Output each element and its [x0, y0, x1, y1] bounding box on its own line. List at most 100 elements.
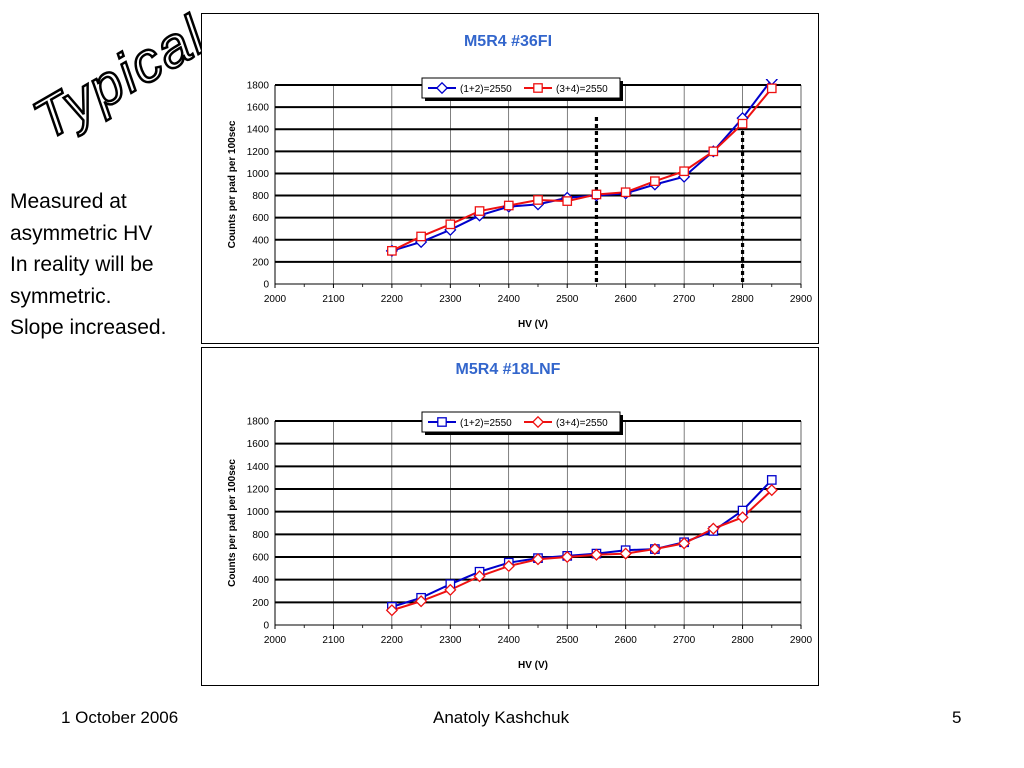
note-line: asymmetric HV: [10, 221, 153, 245]
y-axis-label: Counts per pad per 100sec: [227, 120, 238, 248]
data-point: [474, 206, 485, 216]
data-point: [503, 200, 514, 211]
chart-panel-2: M5R4 #18LNF 0 200 400 600 800 1000 1200 1400 1600…: [201, 347, 819, 686]
x-tick-label: 2100: [322, 294, 345, 305]
x-tick-label: 2400: [498, 635, 521, 646]
y-axis-label: Counts per pad per 100sec: [227, 459, 238, 587]
x-tick-label: 2000: [264, 294, 287, 305]
x-tick-label: 2000: [264, 635, 287, 646]
chart-2: M5R4 #18LNF 0 200 400 600 800 1000 1200 1400 1600…: [227, 361, 813, 671]
data-point: [445, 219, 456, 230]
legend-marker: [533, 83, 543, 93]
x-tick-label: 2700: [673, 294, 696, 305]
x-tick-label: 2800: [731, 294, 754, 305]
y-tick-label: 0: [263, 621, 269, 632]
chart-title: M5R4 #36FI: [464, 33, 552, 50]
legend-marker: [437, 417, 447, 427]
data-point: [444, 583, 457, 596]
x-tick-label: 2300: [439, 294, 462, 305]
note-line: Measured at: [10, 190, 127, 213]
x-axis-label: HV (V): [518, 660, 548, 671]
x-tick-label: 2500: [556, 635, 579, 646]
y-tick-label: 1400: [247, 125, 270, 136]
x-tick-label: 2900: [790, 635, 813, 646]
data-point: [765, 484, 778, 497]
y-tick-label: 0: [263, 280, 269, 291]
y-tick-label: 600: [252, 213, 269, 224]
x-axis-label: HV (V): [518, 319, 548, 330]
y-tick-label: 1800: [247, 81, 270, 92]
data-point: [708, 146, 719, 157]
y-tick-label: 1200: [247, 147, 270, 158]
x-tick-label: 2700: [673, 635, 696, 646]
x-tick-label: 2800: [731, 635, 754, 646]
y-tick-label: 800: [252, 530, 269, 541]
data-point: [707, 522, 720, 535]
y-tick-label: 1200: [247, 485, 270, 496]
page-number: 5: [952, 708, 962, 727]
y-tick-label: 1800: [247, 417, 270, 428]
data-point: [416, 231, 426, 242]
legend-label: (3+4)=2550: [556, 418, 608, 429]
data-point: [533, 195, 543, 205]
data-point: [648, 542, 662, 556]
data-point: [590, 548, 603, 561]
legend-marker: [531, 415, 545, 429]
x-tick-label: 2300: [439, 635, 462, 646]
data-point: [736, 511, 749, 524]
note-line: Slope increased.: [10, 316, 167, 339]
data-point: [677, 537, 691, 550]
y-tick-label: 400: [252, 575, 269, 586]
data-point: [679, 166, 689, 177]
data-point: [385, 604, 399, 617]
series-line: [391, 479, 773, 608]
x-tick-label: 2200: [381, 294, 404, 305]
x-tick-label: 2100: [322, 635, 345, 646]
y-tick-label: 600: [252, 553, 269, 564]
data-point: [766, 475, 777, 485]
series-line: [391, 87, 773, 252]
data-point: [620, 187, 631, 198]
x-tick-label: 2900: [790, 294, 813, 305]
y-tick-label: 800: [252, 191, 269, 202]
x-tick-label: 2600: [615, 635, 638, 646]
series-line: [391, 489, 773, 612]
slide-title: Typical: [21, 2, 217, 153]
legend-box: [421, 77, 621, 99]
note-line: In reality will be: [10, 253, 154, 276]
data-point: [414, 595, 428, 608]
chart-panel-1: M5R4 #36FI 0 200 400 600 800 1000 1200 1400 1600 1…: [201, 13, 819, 344]
data-point: [591, 189, 602, 200]
y-tick-label: 200: [252, 598, 269, 609]
footer-author: Anatoly Kashchuk: [433, 708, 570, 727]
x-tick-label: 2500: [556, 294, 579, 305]
y-tick-label: 1000: [247, 169, 270, 180]
legend-marker: [435, 81, 449, 95]
y-tick-label: 1000: [247, 507, 270, 518]
x-tick-label: 2200: [381, 635, 404, 646]
chart-title: M5R4 #18LNF: [456, 361, 561, 378]
data-point: [650, 176, 660, 187]
slide-note: Measured at asymmetric HV In reality wil…: [10, 186, 166, 344]
note-line: symmetric.: [10, 284, 112, 308]
y-tick-label: 200: [252, 257, 269, 268]
legend-label: (1+2)=2550: [460, 84, 512, 95]
y-tick-label: 400: [252, 235, 269, 246]
data-point: [561, 550, 574, 564]
data-point: [387, 245, 397, 256]
data-point: [473, 570, 486, 583]
legend: (1+2)=2550 (3+4)=2550: [421, 77, 623, 101]
data-point: [502, 559, 515, 573]
data-point: [766, 83, 777, 94]
legend-label: (1+2)=2550: [460, 418, 512, 429]
data-point: [737, 118, 748, 129]
data-point: [562, 196, 573, 206]
x-tick-label: 2600: [615, 294, 638, 305]
y-tick-label: 1400: [247, 462, 270, 473]
x-tick-label: 2400: [498, 294, 521, 305]
legend-label: (3+4)=2550: [556, 84, 608, 95]
chart-1: M5R4 #36FI 0 200 400 600 800 1000 1200 1400 1600 1…: [227, 33, 813, 330]
series-group: [391, 479, 773, 612]
footer-date: 1 October 2006: [61, 708, 179, 727]
data-point: [531, 553, 545, 566]
